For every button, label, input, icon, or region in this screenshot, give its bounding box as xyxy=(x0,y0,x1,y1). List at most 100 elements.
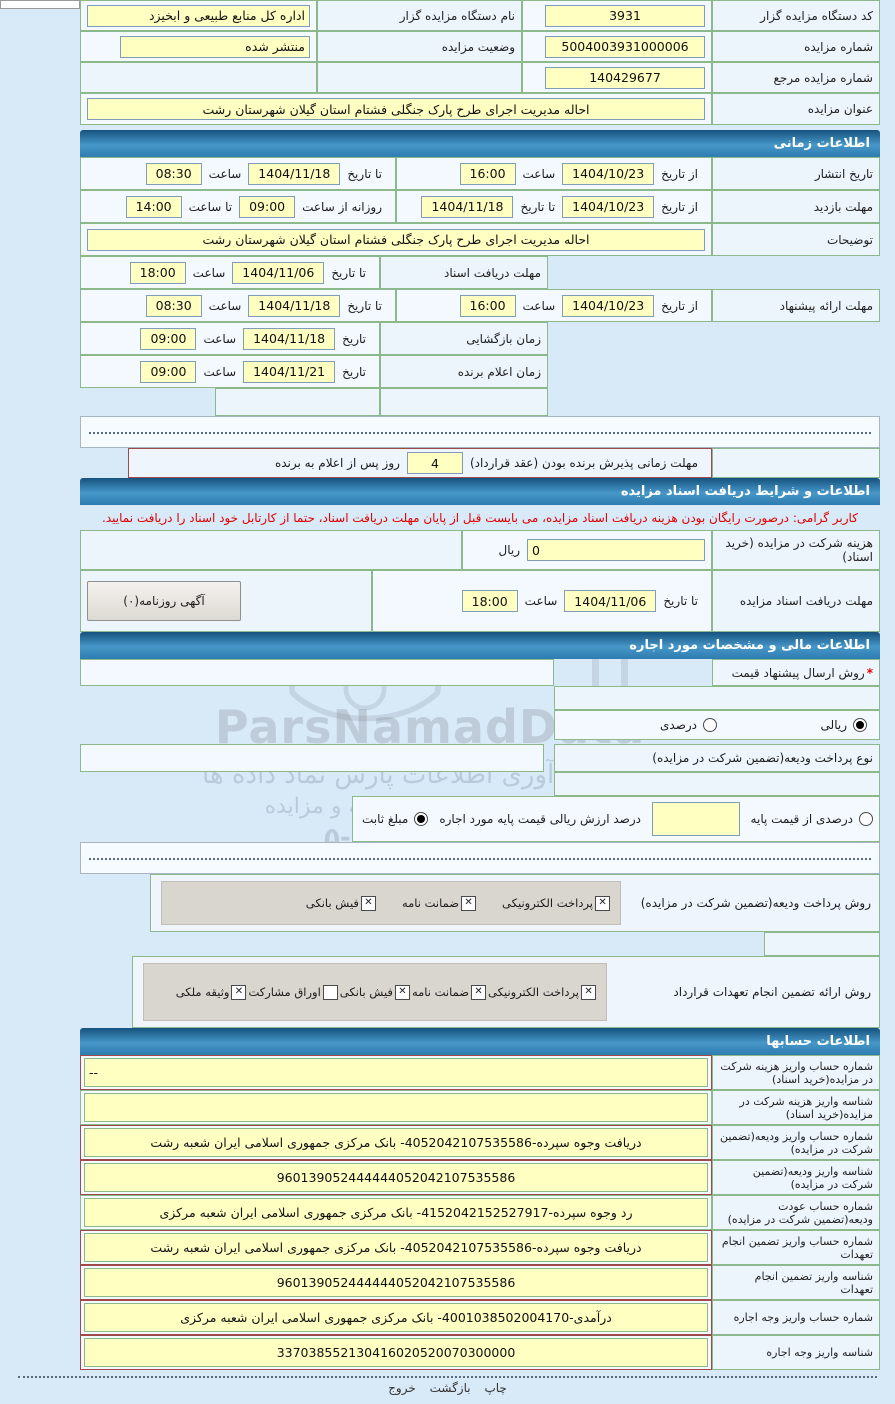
publish-to-date-input[interactable]: 1404/11/18 xyxy=(248,162,341,185)
guarantee-check-guarantee-letter[interactable]: ضمانت نامه xyxy=(412,984,487,1000)
radio-icon[interactable] xyxy=(703,718,718,732)
account-row-label: شماره حساب عودت ودیعه(تضمین شرکت در مزای… xyxy=(712,1195,880,1230)
checkbox-icon[interactable] xyxy=(360,895,376,911)
checkbox-icon[interactable] xyxy=(581,984,596,1000)
account-row: 337038552130416020520070300000 xyxy=(80,1335,712,1370)
deposit-check-epay[interactable]: پرداخت الکترونیکی xyxy=(502,895,610,911)
account-value-input[interactable]: رد وجوه سپرده-4152042152527917- بانک مرک… xyxy=(84,1198,708,1227)
offer-to-date-input[interactable]: 1404/11/18 xyxy=(248,294,341,317)
winner-acceptance-days-input[interactable]: 4 xyxy=(406,452,463,474)
percent-of-base-label: درصدی از قیمت پایه xyxy=(750,812,853,826)
rial-unit-label: ریال xyxy=(498,543,520,557)
account-value-input[interactable]: 337038552130416020520070300000 xyxy=(84,1338,708,1367)
account-value-input[interactable]: درآمدی-4001038502004170- بانک مرکزی جمهو… xyxy=(84,1303,708,1332)
publish-from-time-input[interactable]: 16:00 xyxy=(459,162,516,185)
account-value-input[interactable] xyxy=(84,1093,708,1122)
price-type-rial-radio[interactable]: ریالی xyxy=(818,718,867,732)
offer-from-date-input[interactable]: 1404/10/23 xyxy=(562,294,655,317)
print-link[interactable]: چاپ xyxy=(484,1381,507,1395)
deposit-check-bank-slip[interactable]: فیش بانکی xyxy=(306,895,376,911)
offer-deadline-label: مهلت ارائه پیشنهاد xyxy=(712,289,880,322)
percent-value-input[interactable] xyxy=(651,802,740,836)
account-value-input[interactable]: 960139052444444052042107535586 xyxy=(84,1163,708,1192)
opening-date-input[interactable]: 1404/11/18 xyxy=(243,327,336,350)
docs-warning-text: کاربر گرامی: درصورت رایگان بودن هزینه در… xyxy=(102,511,858,525)
agency-name-input[interactable]: اداره کل منابع طبیعی و ابخیزد xyxy=(87,4,310,27)
account-value-input[interactable]: دریافت وجوه سپرده-4052042107535586- بانک… xyxy=(84,1128,708,1157)
offer-to-time-input[interactable]: 08:30 xyxy=(145,294,202,317)
back-link[interactable]: بازگشت xyxy=(429,1381,471,1395)
auction-ref-input[interactable]: 140429677 xyxy=(545,66,705,89)
checkbox-icon[interactable] xyxy=(471,984,487,1000)
deposit-type-value[interactable] xyxy=(80,744,544,772)
guarantee-check-epay[interactable]: پرداخت الکترونیکی xyxy=(488,984,596,1000)
checkbox-icon[interactable] xyxy=(322,984,338,1000)
auction-ref-label: شماره مزایده مرجع xyxy=(712,62,880,93)
checkbox-icon[interactable] xyxy=(595,895,610,911)
winner-time-input[interactable]: 09:00 xyxy=(140,360,197,383)
guarantee-check-property-collateral[interactable]: وثیقه ملکی xyxy=(176,984,247,1000)
deposit-pay-methods-panel: پرداخت الکترونیکی ضمانت نامه فیش بانکی xyxy=(161,881,621,925)
winner-announce-label: زمان اعلام برنده xyxy=(380,355,548,388)
checkbox-label: اوراق مشارکت xyxy=(248,985,321,999)
daily-from-hour-label: روزانه از ساعت xyxy=(302,199,382,214)
publish-to-time-input[interactable]: 08:30 xyxy=(145,162,202,185)
winner-date-input[interactable]: 1404/11/21 xyxy=(243,360,336,383)
checkbox-label: پرداخت الکترونیکی xyxy=(502,896,593,910)
hour-label: ساعت xyxy=(524,594,558,608)
percent-of-base-radio[interactable]: درصدی از قیمت پایه xyxy=(748,812,873,826)
visit-to-date-input[interactable]: 1404/11/18 xyxy=(421,195,514,218)
auction-number-input[interactable]: 5004003931000006 xyxy=(545,35,705,58)
price-type-percent-radio[interactable]: درصدی xyxy=(657,718,718,732)
financial-section-header: اطلاعات مالی و مشخصات مورد اجاره xyxy=(80,632,880,659)
price-send-method-value[interactable] xyxy=(80,659,554,686)
account-row: 960139052444444052042107535586 xyxy=(80,1265,712,1300)
docs-receive-date-input[interactable]: 1404/11/06 xyxy=(232,261,325,284)
accounts-section-header: اطلاعات حسابها xyxy=(80,1028,880,1055)
docs-receive-time-input[interactable]: 18:00 xyxy=(129,261,186,284)
checkbox-icon[interactable] xyxy=(231,984,247,1000)
visit-from-time-input[interactable]: 09:00 xyxy=(239,195,296,218)
auction-status-input[interactable]: منتشر شده xyxy=(120,35,310,58)
checkbox-icon[interactable] xyxy=(461,895,477,911)
from-date-label: از تاریخ xyxy=(661,298,698,313)
guarantee-check-bonds[interactable]: اوراق مشارکت xyxy=(248,984,338,1000)
checkbox-icon[interactable] xyxy=(394,984,410,1000)
guarantee-check-bank-slip[interactable]: فیش بانکی xyxy=(340,984,410,1000)
newspaper-ad-button[interactable]: آگهی روزنامه(۰) xyxy=(87,581,241,621)
fixed-amount-radio[interactable]: مبلغ ثابت xyxy=(359,812,429,826)
empty-cell xyxy=(764,932,880,956)
date-label: تاریخ xyxy=(342,364,366,379)
account-value-input[interactable]: 960139052444444052042107535586 xyxy=(84,1268,708,1297)
visit-from-date-input[interactable]: 1404/10/23 xyxy=(562,195,655,218)
empty-cell xyxy=(317,62,522,93)
docs-deadline-date-input[interactable]: 1404/11/06 xyxy=(564,590,657,612)
publish-from-date-input[interactable]: 1404/10/23 xyxy=(562,162,655,185)
auction-title-input[interactable]: احاله مدیریت اجرای طرح پارک جنگلی فشتام … xyxy=(87,98,705,120)
radio-icon[interactable] xyxy=(859,812,873,826)
participation-fee-input[interactable]: 0 xyxy=(527,539,705,561)
exit-link[interactable]: خروج xyxy=(388,1381,416,1395)
empty-cell xyxy=(215,388,380,416)
description-input[interactable]: احاله مدیریت اجرای طرح پارک جنگلی فشتام … xyxy=(87,228,705,251)
account-value-input[interactable]: دریافت وجوه سپرده-4052042107535586- بانک… xyxy=(84,1233,708,1262)
docs-deadline-time-input[interactable]: 18:00 xyxy=(461,590,518,612)
auction-ref-cell: 140429677 xyxy=(522,62,712,93)
radio-icon[interactable] xyxy=(414,812,429,826)
offer-from-time-input[interactable]: 16:00 xyxy=(459,294,516,317)
radio-icon[interactable] xyxy=(853,718,867,732)
auction-number-cell: 5004003931000006 xyxy=(522,31,712,62)
account-value-input[interactable]: -- xyxy=(84,1058,708,1087)
docs-receive-deadline-label: مهلت دریافت اسناد xyxy=(380,256,548,289)
visit-to-time-input[interactable]: 14:00 xyxy=(125,195,182,218)
to-date-label: تا تاریخ xyxy=(520,199,556,214)
opening-time-input[interactable]: 09:00 xyxy=(140,327,197,350)
auction-code-input[interactable]: 3931 xyxy=(545,4,705,27)
account-row xyxy=(80,1090,712,1125)
to-date-label: تا تاریخ xyxy=(347,298,382,313)
account-row-label: شناسه واریز ودیعه(تضمین شرکت در مزایده) xyxy=(712,1160,880,1195)
auction-code-cell: 3931 xyxy=(522,0,712,31)
deposit-check-guarantee-letter[interactable]: ضمانت نامه xyxy=(402,895,477,911)
account-row-label: شناسه واریز تضمین انجام تعهدات xyxy=(712,1265,880,1300)
empty-cell xyxy=(80,530,462,570)
